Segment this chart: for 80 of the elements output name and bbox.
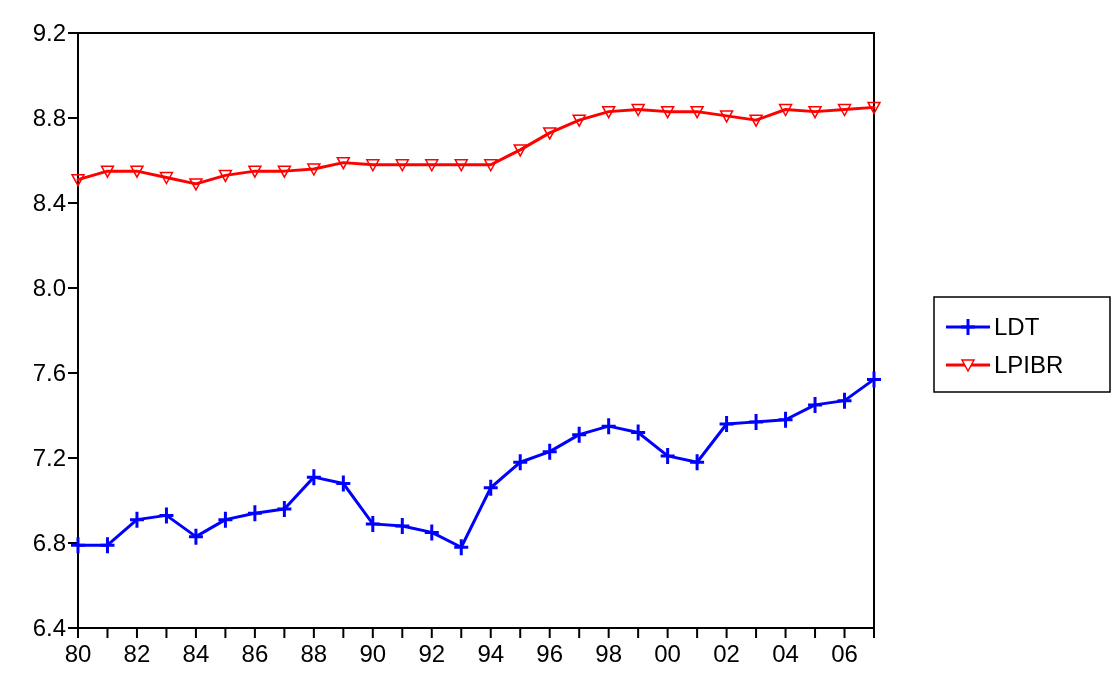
point xyxy=(688,452,706,472)
point xyxy=(395,159,410,172)
x-tick-label: 84 xyxy=(182,640,210,667)
point xyxy=(128,510,146,530)
point xyxy=(570,425,588,445)
y-tick-label: 7.2 xyxy=(32,444,66,472)
point xyxy=(482,478,500,498)
point xyxy=(130,165,144,178)
point xyxy=(305,467,323,487)
point xyxy=(452,537,470,557)
point xyxy=(836,391,854,411)
point xyxy=(572,114,586,127)
point xyxy=(364,514,382,534)
legend-label: LDT xyxy=(994,313,1040,341)
point xyxy=(690,105,704,119)
point xyxy=(719,110,734,123)
point xyxy=(187,527,205,547)
point xyxy=(423,522,441,542)
point xyxy=(865,369,883,389)
point xyxy=(778,103,793,117)
point xyxy=(718,414,736,434)
point xyxy=(189,178,203,191)
point xyxy=(660,105,675,119)
point xyxy=(275,499,293,519)
x-tick-label: 82 xyxy=(123,640,151,667)
point xyxy=(600,416,618,436)
point xyxy=(334,474,352,493)
point xyxy=(216,510,234,530)
x-tick-label: 88 xyxy=(300,640,328,667)
x-tick-label: 00 xyxy=(654,640,681,667)
x-tick-label: 04 xyxy=(772,640,799,667)
point xyxy=(69,535,87,555)
point xyxy=(542,127,557,140)
point xyxy=(749,114,763,127)
point xyxy=(631,103,645,117)
point xyxy=(218,169,233,183)
point xyxy=(71,173,85,187)
point xyxy=(157,505,175,525)
point xyxy=(393,516,411,536)
point xyxy=(601,105,616,119)
point xyxy=(777,410,795,430)
point xyxy=(366,159,380,172)
point xyxy=(159,171,174,185)
x-tick-label: 98 xyxy=(595,640,623,667)
y-tick-label: 8.4 xyxy=(32,189,66,217)
point xyxy=(100,165,115,178)
legend-label: LPIBR xyxy=(994,351,1064,379)
point xyxy=(511,452,529,472)
point xyxy=(808,105,822,119)
x-tick-label: 06 xyxy=(831,640,858,667)
point xyxy=(425,159,439,172)
point xyxy=(98,535,116,555)
y-tick-label: 6.8 xyxy=(32,529,66,557)
point xyxy=(307,163,321,176)
point xyxy=(541,442,559,462)
point xyxy=(837,103,852,117)
y-tick-label: 6.4 xyxy=(32,614,66,642)
x-tick-label: 90 xyxy=(359,640,387,667)
point xyxy=(454,159,469,172)
x-tick-label: 92 xyxy=(418,640,446,667)
x-tick-label: 96 xyxy=(536,640,564,667)
x-tick-label: 94 xyxy=(477,640,505,667)
x-tick-label: 86 xyxy=(241,640,269,667)
point xyxy=(659,446,677,466)
y-tick-label: 8.0 xyxy=(32,274,66,302)
x-tick-label: 02 xyxy=(713,640,740,667)
point xyxy=(867,101,881,115)
point xyxy=(248,165,262,178)
point xyxy=(277,165,292,178)
point xyxy=(513,144,527,157)
y-tick-label: 8.8 xyxy=(32,104,66,132)
y-tick-label: 7.6 xyxy=(32,359,66,387)
point xyxy=(246,503,264,523)
point xyxy=(806,395,824,415)
point xyxy=(629,423,647,442)
point xyxy=(336,156,351,170)
x-tick-label: 80 xyxy=(64,640,92,667)
y-tick-label: 9.2 xyxy=(32,19,66,47)
point xyxy=(747,412,765,432)
point xyxy=(483,159,498,172)
